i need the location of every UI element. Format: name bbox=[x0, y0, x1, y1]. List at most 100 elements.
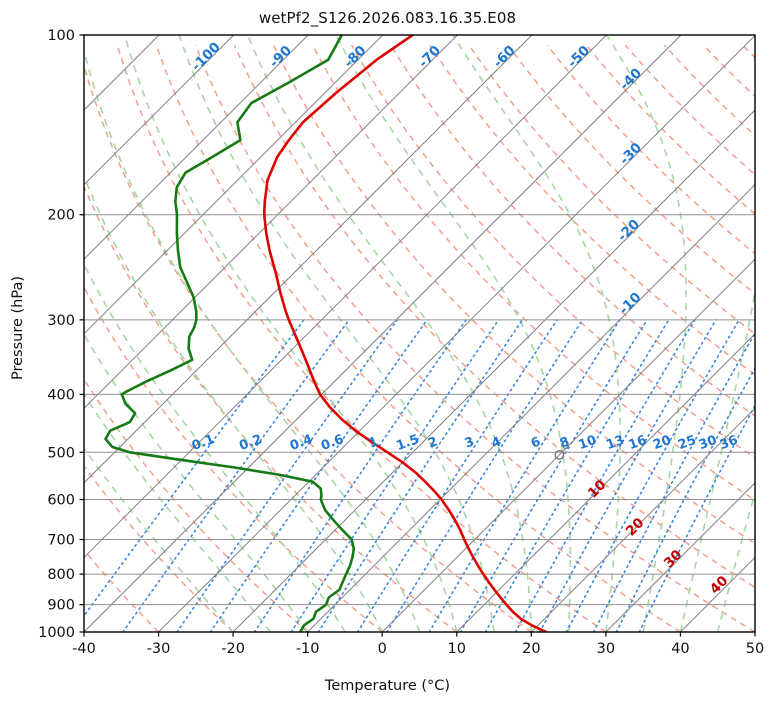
moist-adiabat-line bbox=[84, 262, 346, 632]
x-tick-label: 10 bbox=[448, 641, 466, 657]
x-tick-label: -30 bbox=[147, 641, 171, 657]
moist-adiabat-line bbox=[605, 35, 687, 632]
dry-adiabat-line bbox=[84, 464, 234, 632]
mixing-ratio-label: 36 bbox=[718, 433, 740, 453]
dry-adiabat-line bbox=[84, 285, 383, 632]
mixing-ratio-label-group: 0.4 bbox=[288, 432, 315, 454]
mixing-ratio-label-group: 10 bbox=[577, 433, 599, 453]
mixing-ratio-label: 13 bbox=[604, 433, 626, 453]
mixing-ratio-label: 20 bbox=[651, 433, 673, 453]
mixing-ratio-line bbox=[615, 366, 755, 632]
isotherm-line bbox=[84, 35, 309, 260]
mixing-ratio-line bbox=[592, 331, 755, 632]
mixing-ratio-line bbox=[539, 319, 717, 632]
isotherm-line bbox=[307, 183, 755, 632]
mixing-ratio-line bbox=[122, 319, 350, 632]
mixing-ratio-label-group: 0.6 bbox=[319, 432, 346, 454]
mixing-ratio-label: 25 bbox=[676, 433, 698, 453]
plot-background bbox=[84, 35, 755, 632]
y-tick-label: 500 bbox=[47, 445, 75, 461]
page-title: wetPf2_S126.2026.083.16.35.E08 bbox=[258, 9, 517, 27]
mixing-ratio-label-group: 36 bbox=[718, 433, 740, 453]
moist-adiabat-line bbox=[679, 287, 755, 632]
mixing-ratio-line bbox=[209, 319, 428, 632]
y-tick-label: 400 bbox=[47, 387, 75, 403]
dry-adiabat-line bbox=[194, 44, 755, 632]
mixing-ratio-label: 1.5 bbox=[394, 432, 421, 454]
dry-adiabat-line bbox=[116, 44, 607, 632]
mixing-ratio-line bbox=[459, 319, 648, 632]
y-tick-label: 800 bbox=[47, 567, 75, 583]
isotherm-line bbox=[605, 482, 755, 632]
moist-adiabat-line bbox=[246, 35, 533, 632]
moist-adiabat-line bbox=[84, 47, 421, 632]
isotherm-line bbox=[84, 35, 533, 484]
isotherm-line bbox=[530, 407, 755, 632]
mixing-ratio-label-group: 0.2 bbox=[237, 432, 264, 454]
dry-adiabat-line bbox=[468, 44, 755, 335]
mixing-ratio-line bbox=[638, 403, 755, 632]
mixing-ratio-label: 10 bbox=[577, 433, 599, 453]
dry-adiabat-line bbox=[311, 44, 755, 502]
x-tick-label: 0 bbox=[378, 641, 387, 657]
x-tick-label: 50 bbox=[746, 641, 764, 657]
mixing-ratio-label: 0.4 bbox=[288, 432, 315, 454]
temperature-profile-line bbox=[262, 35, 548, 632]
axis-ticks-group: -40 -30 -20 -10 0 10 20 30 40 5010020030040050060… bbox=[38, 28, 764, 657]
mixing-ratio-label: 0.2 bbox=[237, 432, 264, 454]
isotherm-line bbox=[84, 35, 607, 559]
moist-adiabat-line bbox=[84, 332, 309, 632]
dry-adiabat-line bbox=[233, 44, 755, 589]
y-tick-label: 600 bbox=[47, 493, 75, 509]
sounding-curves-group bbox=[104, 35, 548, 632]
moist-adiabat-line bbox=[716, 489, 755, 632]
moist-adiabat-line bbox=[178, 35, 495, 632]
x-tick-label: 20 bbox=[522, 641, 540, 657]
mixing-ratio-label-group: 25 bbox=[676, 433, 698, 453]
isotherm-line bbox=[232, 109, 755, 632]
mixing-ratio-line bbox=[484, 319, 670, 632]
mixing-ratio-line bbox=[428, 319, 621, 632]
moist-adiabat-line bbox=[335, 35, 572, 632]
mixing-ratio-label: 16 bbox=[627, 433, 649, 453]
x-tick-label: -10 bbox=[296, 641, 320, 657]
mixing-ratio-line bbox=[317, 319, 524, 632]
isotherm-line bbox=[381, 258, 755, 632]
y-tick-label: 900 bbox=[47, 598, 75, 614]
isotherm-line bbox=[0, 35, 10, 632]
dry-adiabat-line bbox=[272, 44, 755, 545]
mixing-ratio-label-group: 30 bbox=[697, 433, 719, 453]
isotherm-line bbox=[158, 35, 755, 632]
plot-frame bbox=[83, 34, 756, 633]
x-tick-label: -40 bbox=[72, 641, 96, 657]
mixing-ratio-label: 30 bbox=[697, 433, 719, 453]
dry-adiabats-group bbox=[84, 44, 755, 632]
isotherm-line bbox=[754, 631, 755, 632]
isotherms-group bbox=[0, 35, 755, 632]
mixing-ratio-label-group: 20 bbox=[651, 433, 673, 453]
mixing-ratio-label: 0.6 bbox=[319, 432, 346, 454]
mixing-ratio-label-group: 16 bbox=[627, 433, 649, 453]
y-tick-label: 1000 bbox=[38, 625, 75, 641]
mixing-ratio-lines-group bbox=[84, 319, 755, 632]
dewpoint-profile-line bbox=[104, 35, 356, 632]
x-tick-label: -20 bbox=[221, 641, 245, 657]
dry-adiabat-line bbox=[155, 44, 681, 632]
x-tick-label: 40 bbox=[671, 641, 689, 657]
y-tick-label: 700 bbox=[47, 533, 75, 549]
x-axis-label: Temperature (°C) bbox=[324, 678, 451, 694]
mixing-ratio-label-group: 13 bbox=[604, 433, 626, 453]
moist-adiabat-line bbox=[84, 446, 234, 632]
dry-adiabat-line bbox=[84, 548, 160, 632]
y-tick-label: 100 bbox=[47, 28, 75, 44]
freezing-marker-group: 0 bbox=[554, 437, 569, 460]
mixing-ratio-line bbox=[176, 319, 399, 632]
mixing-ratio-label: 0.1 bbox=[190, 432, 217, 454]
dry-adiabat-line bbox=[429, 44, 755, 376]
isotherm-line bbox=[84, 35, 235, 186]
moist-adiabat-line bbox=[452, 35, 622, 632]
moist-adiabat-line bbox=[754, 629, 755, 632]
mixing-ratio-label-group: 1.5 bbox=[394, 432, 421, 454]
dry-adiabat-line bbox=[84, 63, 532, 632]
